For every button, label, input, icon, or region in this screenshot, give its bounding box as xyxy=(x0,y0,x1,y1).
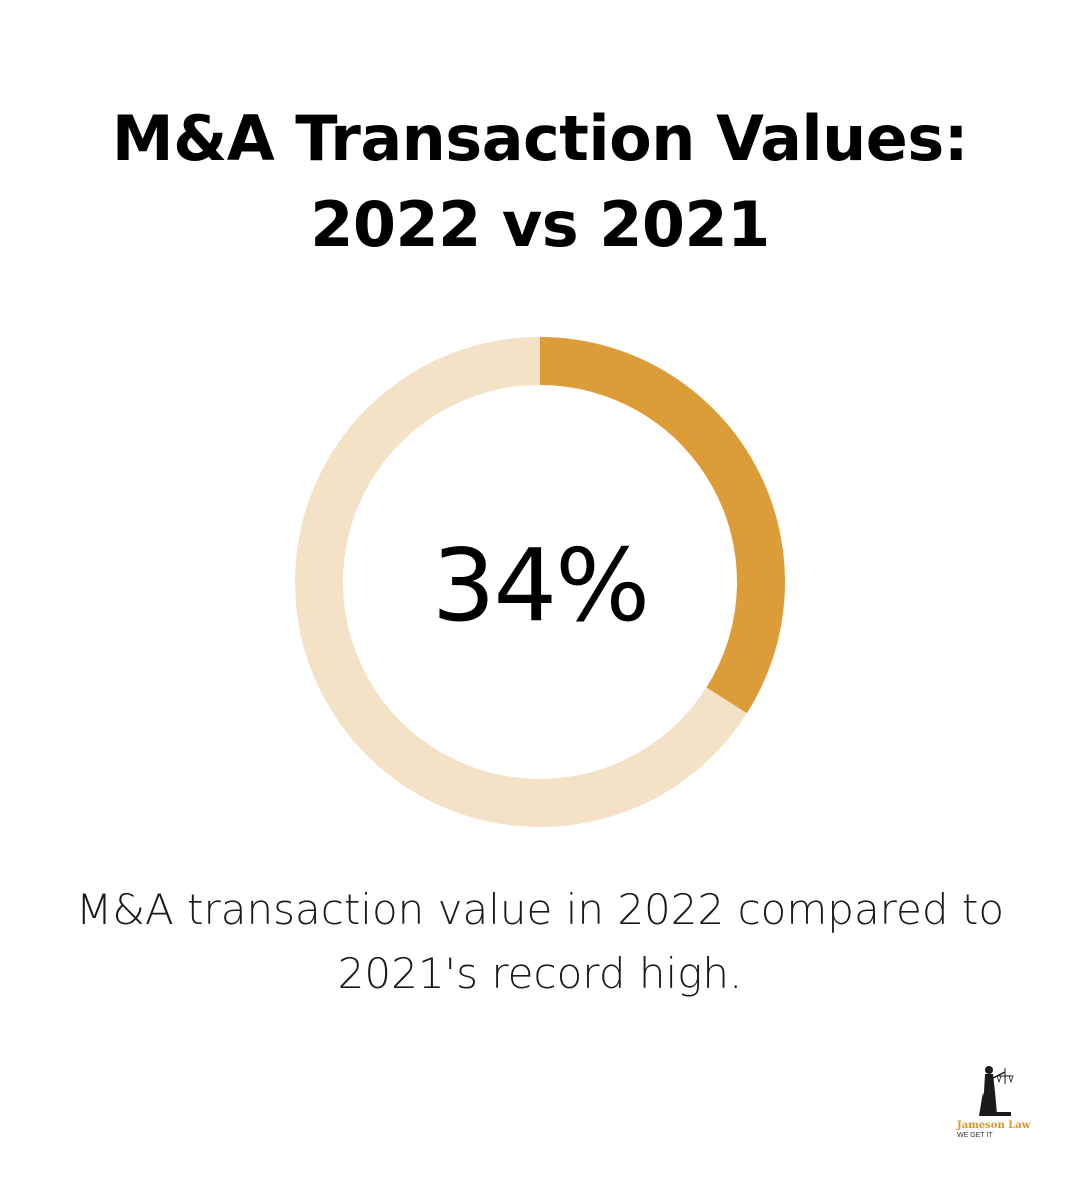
caption-line-1: M&A transaction value in 2022 compared t… xyxy=(75,885,1005,934)
donut-slice-remainder xyxy=(295,337,747,827)
page-title: M&A Transaction Values: 2022 vs 2021 xyxy=(40,96,1040,268)
donut-chart-svg xyxy=(295,337,785,827)
logo-name: Jameson Law xyxy=(957,1120,1031,1131)
lady-justice-icon xyxy=(979,1066,1014,1116)
donut-chart: 34% xyxy=(295,337,785,827)
title-line-2: 2022 vs 2021 xyxy=(310,188,770,261)
jameson-law-logo: Jameson Law WE GET IT xyxy=(955,1062,1037,1142)
chart-caption: M&A transaction value in 2022 compared t… xyxy=(40,878,1040,1006)
donut-center-value: 34% xyxy=(431,526,650,644)
title-line-1: M&A Transaction Values: xyxy=(111,102,969,175)
logo-tagline: WE GET IT xyxy=(957,1132,993,1139)
caption-line-2: 2021's record high. xyxy=(337,949,743,998)
donut-slice-value xyxy=(539,337,785,714)
